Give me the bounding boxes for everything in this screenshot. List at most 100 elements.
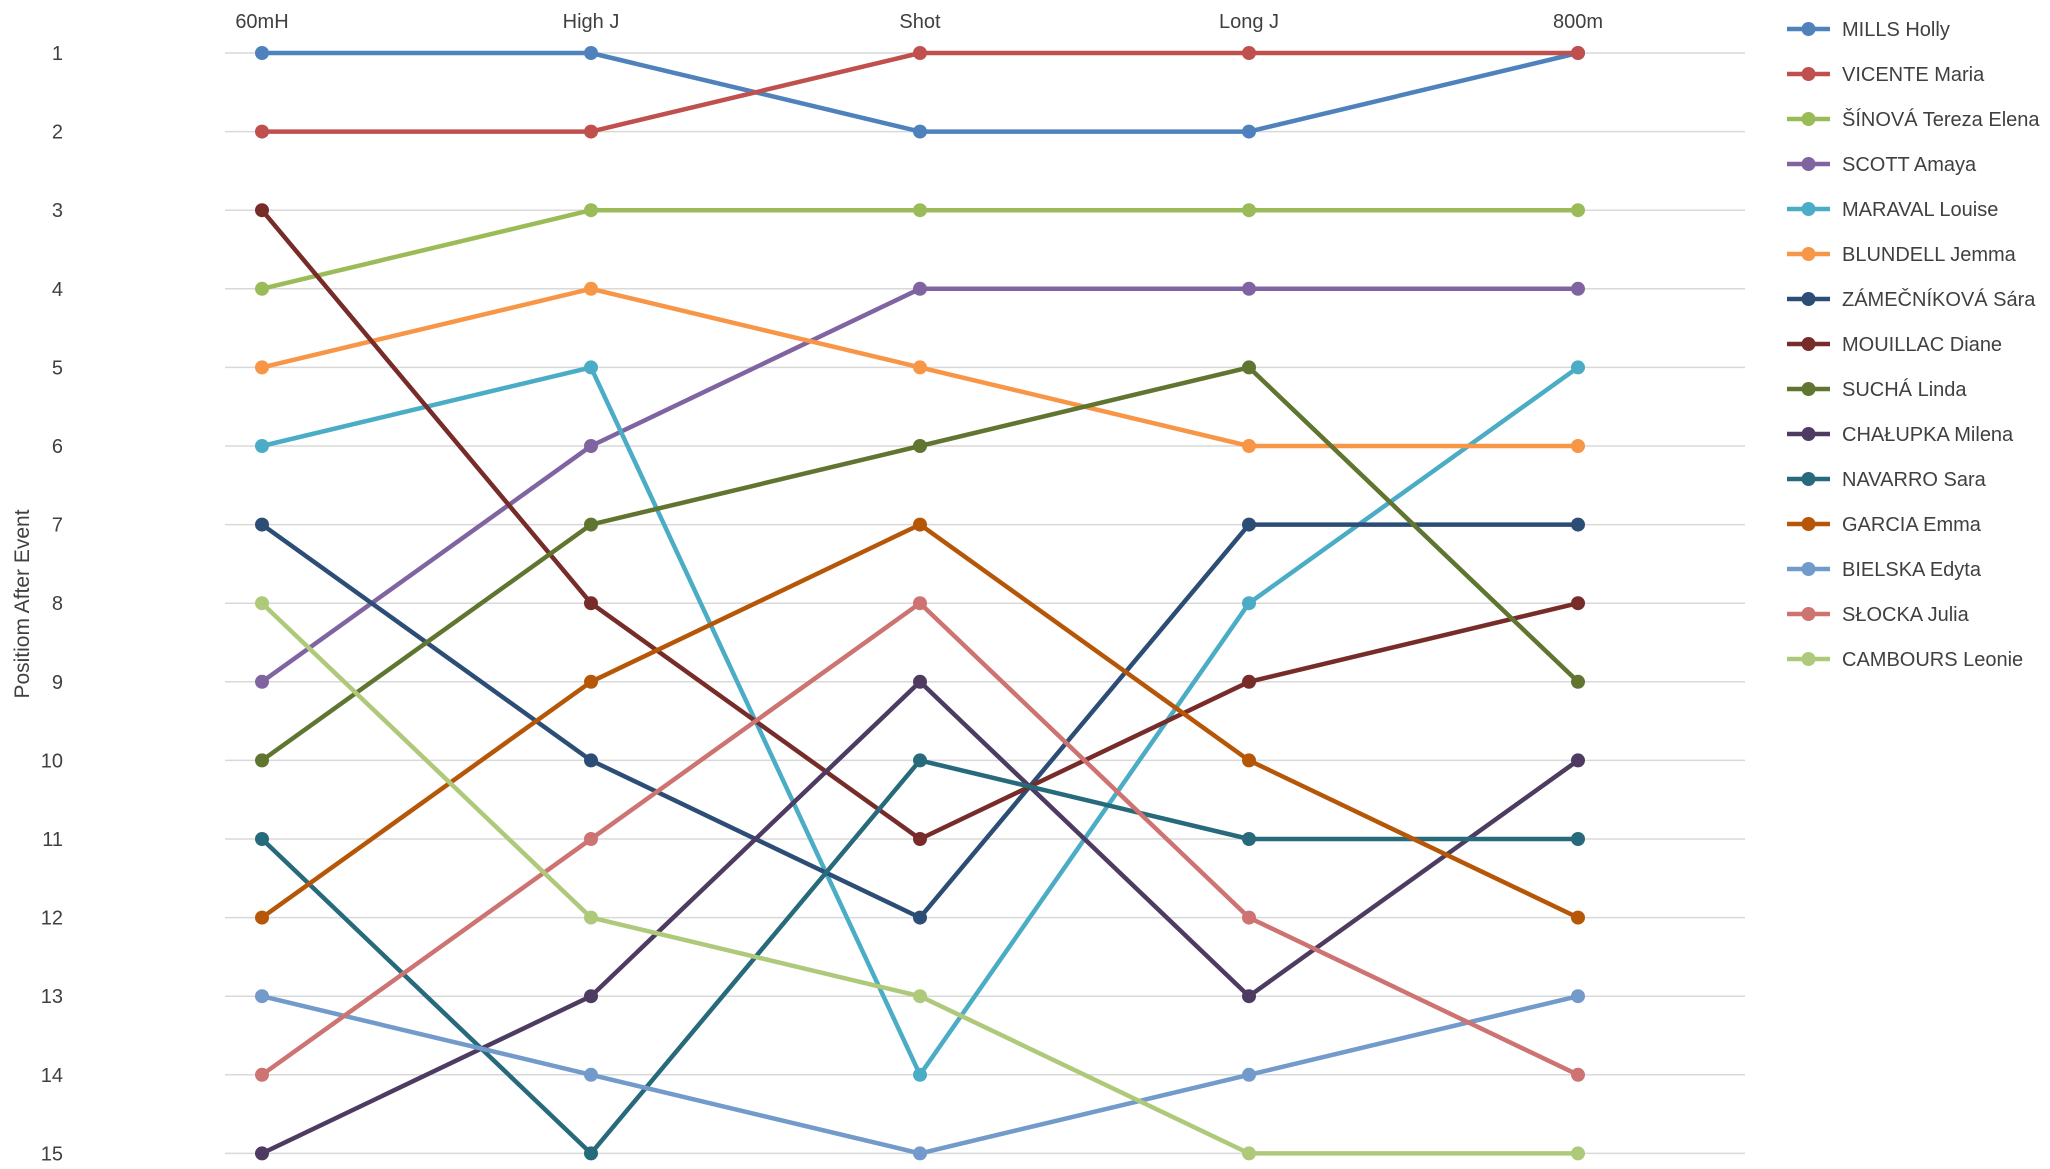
data-point — [1571, 281, 1585, 296]
data-point — [913, 203, 927, 218]
series-group — [255, 281, 1585, 453]
legend-swatch-marker — [1801, 562, 1816, 576]
y-tick-label: 13 — [41, 986, 63, 1008]
data-point — [255, 1067, 269, 1082]
x-category-label: 800m — [1553, 11, 1603, 33]
data-point — [255, 360, 269, 375]
data-point — [1571, 753, 1585, 768]
data-point — [584, 753, 598, 768]
legend-swatch-marker — [1801, 382, 1816, 396]
data-point — [1242, 360, 1256, 375]
data-point — [255, 517, 269, 532]
legend-item: SUCHÁ Linda — [1787, 378, 1967, 401]
data-point — [584, 46, 598, 60]
series-line — [259, 758, 1581, 1156]
legend-swatch-marker — [1801, 337, 1816, 351]
series — [255, 46, 1585, 1161]
series-group — [255, 517, 1585, 925]
data-point — [1242, 1146, 1256, 1161]
legend-item: VICENTE Maria — [1787, 64, 1985, 86]
series-line — [259, 286, 1581, 685]
data-point — [1571, 46, 1585, 60]
data-point — [913, 910, 927, 925]
data-point — [255, 46, 269, 60]
y-tick-label: 12 — [41, 908, 63, 930]
y-tick-label: 10 — [41, 750, 63, 772]
series-line — [259, 207, 1581, 292]
legend-item: GARCIA Emma — [1787, 514, 1982, 536]
data-point — [1571, 1146, 1585, 1161]
data-point — [584, 517, 598, 532]
data-point — [1242, 832, 1256, 846]
legend-item: NAVARRO Sara — [1787, 469, 1987, 491]
legend-swatch-marker — [1801, 292, 1816, 306]
legend-swatch-marker — [1801, 652, 1816, 666]
data-point — [1242, 281, 1256, 296]
series-group — [255, 46, 1585, 139]
legend: MILLS Holly VICENTE Maria ŠÍNOVÁ Tereza El… — [1787, 19, 2040, 671]
legend-label: MILLS Holly — [1842, 19, 1950, 41]
data-point — [913, 46, 927, 60]
data-point — [255, 1146, 269, 1161]
y-tick-label: 8 — [52, 593, 63, 615]
legend-label: ŠÍNOVÁ Tereza Elena — [1842, 108, 2040, 131]
data-point — [584, 360, 598, 375]
x-axis-categories: 60mH High J Shot Long J 800m — [235, 11, 1603, 33]
legend-item: MILLS Holly — [1787, 19, 1950, 41]
data-point — [255, 832, 269, 846]
series-line — [259, 522, 1581, 920]
legend-label: CAMBOURS Leonie — [1842, 649, 2023, 671]
x-category-label: 60mH — [235, 11, 288, 33]
y-tick-label: 3 — [52, 200, 63, 222]
series-group — [255, 596, 1585, 1161]
data-point — [255, 281, 269, 296]
data-point — [255, 989, 269, 1004]
legend-label: MARAVAL Louise — [1842, 199, 1998, 221]
data-point — [1571, 360, 1585, 375]
legend-item: MOUILLAC Diane — [1787, 334, 2002, 356]
data-point — [584, 832, 598, 846]
legend-item: SCOTT Amaya — [1787, 154, 1977, 176]
legend-item: ŠÍNOVÁ Tereza Elena — [1787, 108, 2040, 131]
data-point — [913, 674, 927, 689]
data-point — [584, 439, 598, 453]
y-tick-label: 11 — [42, 829, 63, 851]
data-point — [584, 281, 598, 296]
y-tick-label: 6 — [52, 436, 63, 458]
data-point — [255, 910, 269, 925]
data-point — [584, 910, 598, 925]
series-line — [259, 365, 1581, 1078]
data-point — [913, 281, 927, 296]
legend-swatch-marker — [1801, 67, 1816, 81]
gridlines — [225, 52, 1745, 1155]
data-point — [913, 596, 927, 611]
x-category-label: High J — [563, 11, 620, 33]
data-point — [255, 596, 269, 611]
y-tick-label: 15 — [41, 1143, 63, 1164]
data-point — [913, 1067, 927, 1082]
data-point — [913, 753, 927, 768]
data-point — [584, 989, 598, 1004]
y-tick-label: 7 — [52, 515, 63, 537]
legend-item: BIELSKA Edyta — [1787, 559, 1982, 581]
data-point — [913, 832, 927, 846]
data-point — [584, 596, 598, 611]
legend-item: MARAVAL Louise — [1787, 199, 1998, 221]
legend-item: ZÁMEČNÍKOVÁ Sára — [1787, 288, 2036, 311]
data-point — [913, 517, 927, 532]
series-group — [255, 203, 1585, 846]
data-point — [913, 439, 927, 453]
data-point — [255, 124, 269, 139]
x-category-label: Shot — [899, 11, 941, 33]
series-group — [255, 203, 1585, 296]
legend-swatch-marker — [1801, 247, 1816, 261]
data-point — [1242, 753, 1256, 768]
data-point — [584, 1067, 598, 1082]
data-point — [584, 203, 598, 218]
legend-swatch-marker — [1801, 517, 1816, 531]
legend-swatch-marker — [1801, 607, 1816, 621]
series-group — [255, 360, 1585, 1082]
legend-item: SŁOCKA Julia — [1787, 604, 1970, 626]
legend-item: BLUNDELL Jemma — [1787, 244, 2017, 266]
